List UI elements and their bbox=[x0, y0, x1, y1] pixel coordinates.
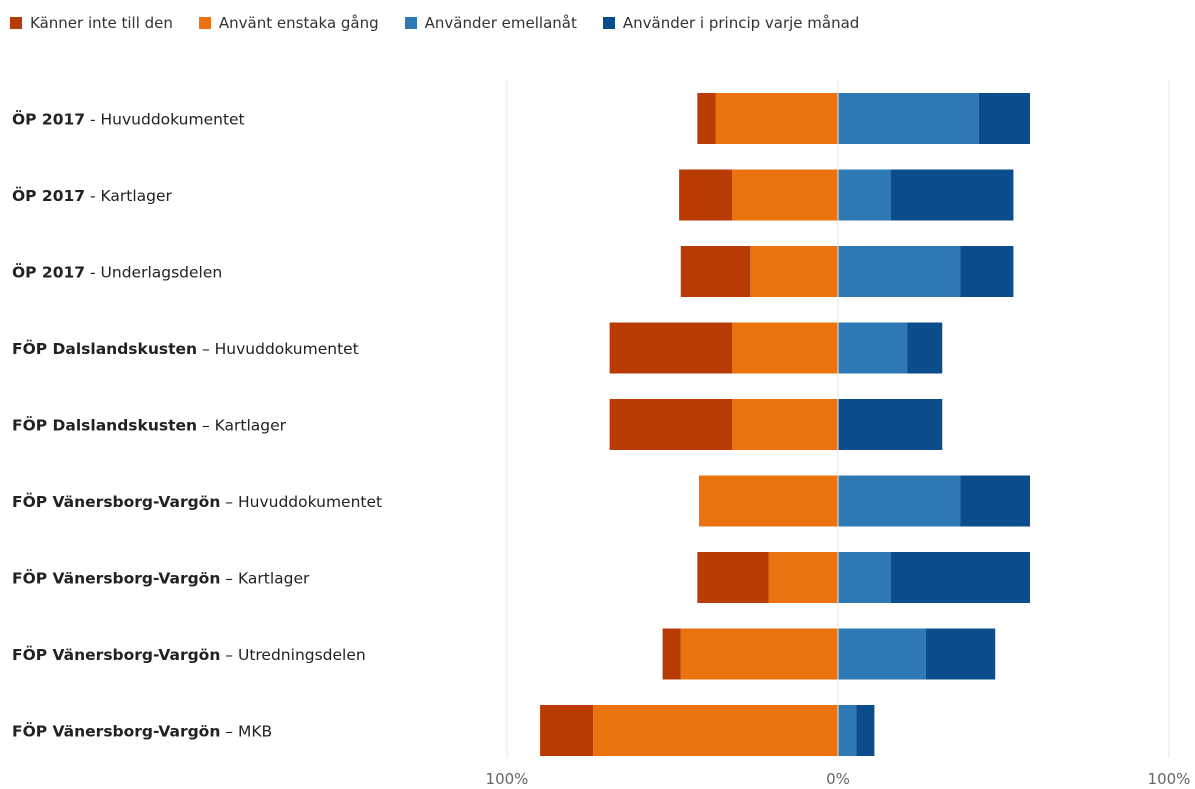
row-label-rest: – MKB bbox=[220, 723, 272, 741]
bar-segment bbox=[838, 705, 856, 756]
bar-segment bbox=[732, 399, 838, 450]
row-label: ÖP 2017 - Underlagsdelen bbox=[12, 263, 222, 282]
bar-segment bbox=[838, 552, 891, 603]
bar-segment bbox=[732, 170, 838, 221]
bar-segment bbox=[856, 705, 874, 756]
bar-segment bbox=[908, 323, 943, 374]
bar-segment bbox=[838, 476, 960, 527]
bar-segment bbox=[540, 705, 593, 756]
row-label-rest: – Kartlager bbox=[220, 570, 310, 588]
bar-segment bbox=[838, 246, 960, 297]
bar-segment bbox=[681, 629, 838, 680]
bar-segment bbox=[838, 399, 942, 450]
bar-segment bbox=[838, 323, 908, 374]
bar-segment bbox=[838, 629, 926, 680]
row-label: FÖP Vänersborg-Vargön – Kartlager bbox=[12, 569, 310, 588]
x-tick-label: 0% bbox=[826, 770, 850, 788]
row-label-bold: ÖP 2017 bbox=[12, 186, 85, 205]
bar-segment bbox=[891, 552, 1030, 603]
row-label: FÖP Dalslandskusten – Kartlager bbox=[12, 416, 287, 435]
row-label-bold: FÖP Vänersborg-Vargön bbox=[12, 492, 220, 511]
row-label: FÖP Dalslandskusten – Huvuddokumentet bbox=[12, 339, 359, 358]
bar-segment bbox=[663, 629, 681, 680]
row-label-bold: FÖP Vänersborg-Vargön bbox=[12, 722, 220, 741]
row-label-bold: FÖP Dalslandskusten bbox=[12, 416, 197, 435]
row-label-rest: – Huvuddokumentet bbox=[220, 493, 382, 511]
bar-segment bbox=[838, 93, 979, 144]
row-label: FÖP Vänersborg-Vargön – MKB bbox=[12, 722, 272, 741]
bar-segment bbox=[697, 93, 715, 144]
bar-segment bbox=[732, 323, 838, 374]
bar-segment bbox=[610, 399, 732, 450]
bar-segment bbox=[891, 170, 1013, 221]
row-label: FÖP Vänersborg-Vargön – Huvuddokumentet bbox=[12, 492, 382, 511]
bar-segment bbox=[979, 93, 1030, 144]
row-label-bold: ÖP 2017 bbox=[12, 263, 85, 282]
row-label: ÖP 2017 - Kartlager bbox=[12, 186, 173, 205]
x-tick-label: 100% bbox=[486, 770, 529, 788]
bar-segment bbox=[699, 476, 838, 527]
row-label-bold: ÖP 2017 bbox=[12, 110, 85, 129]
row-label-rest: - Underlagsdelen bbox=[85, 264, 222, 282]
bar-segment bbox=[593, 705, 838, 756]
row-label-bold: FÖP Dalslandskusten bbox=[12, 339, 197, 358]
row-label-rest: – Utredningsdelen bbox=[220, 646, 365, 664]
row-label-rest: - Kartlager bbox=[85, 187, 172, 205]
bar-segment bbox=[681, 246, 751, 297]
row-label: FÖP Vänersborg-Vargön – Utredningsdelen bbox=[12, 645, 366, 664]
row-label: ÖP 2017 - Huvuddokumentet bbox=[12, 110, 245, 129]
row-label-rest: - Huvuddokumentet bbox=[85, 111, 245, 129]
row-label-bold: FÖP Vänersborg-Vargön bbox=[12, 569, 220, 588]
bar-segment bbox=[838, 170, 891, 221]
bar-segment bbox=[960, 476, 1030, 527]
bar-segment bbox=[768, 552, 838, 603]
bar-segment bbox=[697, 552, 768, 603]
row-label-bold: FÖP Vänersborg-Vargön bbox=[12, 645, 220, 664]
bar-segment bbox=[750, 246, 838, 297]
bar-segment bbox=[679, 170, 732, 221]
bar-segment bbox=[716, 93, 838, 144]
bar-segment bbox=[610, 323, 732, 374]
row-label-rest: – Kartlager bbox=[197, 417, 287, 435]
bar-segment bbox=[960, 246, 1013, 297]
row-label-rest: – Huvuddokumentet bbox=[197, 340, 359, 358]
bar-segment bbox=[926, 629, 996, 680]
x-tick-label: 100% bbox=[1148, 770, 1191, 788]
